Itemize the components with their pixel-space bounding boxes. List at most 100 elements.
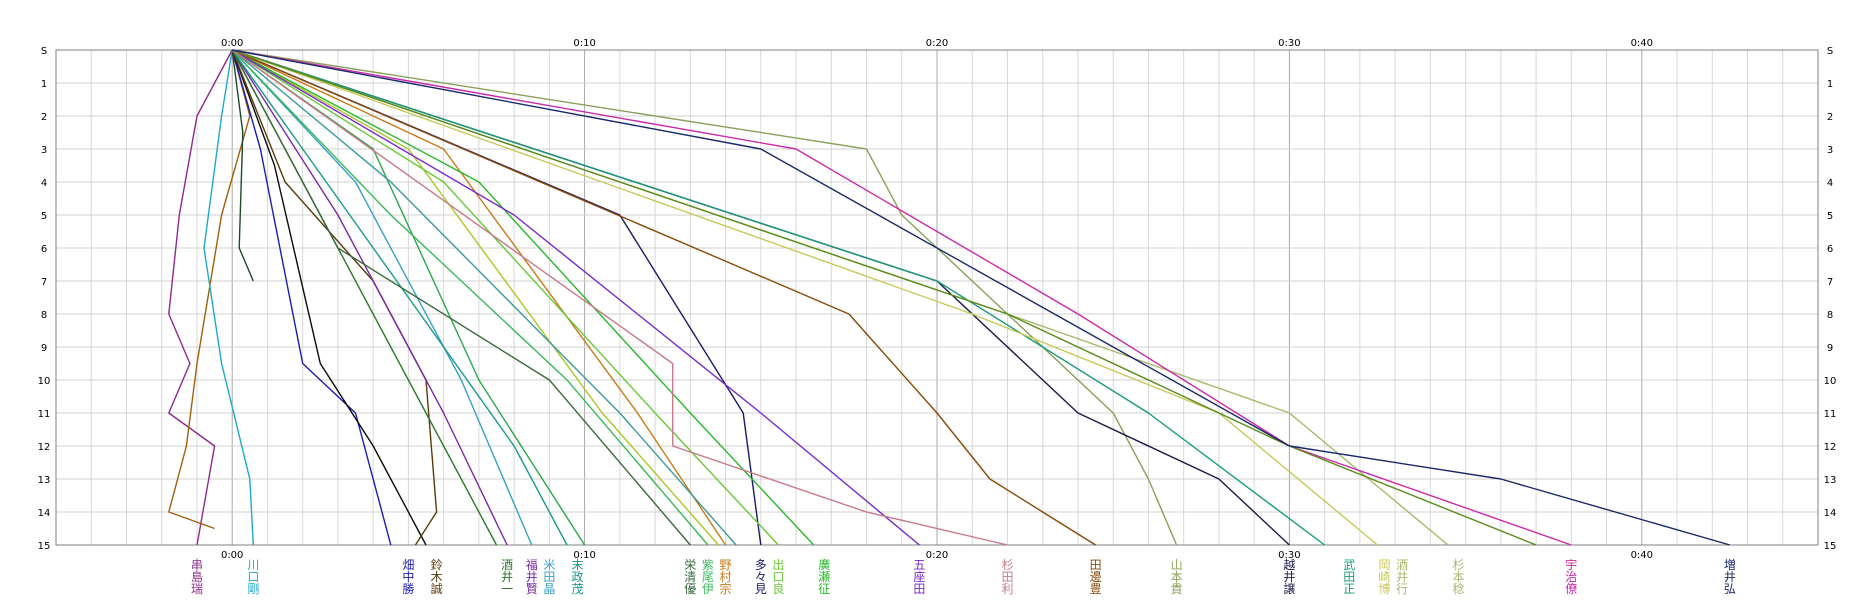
series-line — [168, 49, 233, 546]
y-tick-label-left: 4 — [41, 178, 47, 189]
runner-label: 串島瑞 — [191, 558, 203, 596]
x-tick-label-bottom: 0:10 — [573, 550, 595, 561]
y-tick-label-left: 9 — [41, 343, 47, 354]
runner-label-char: 越 — [1283, 558, 1295, 572]
runner-label-char: 正 — [1343, 582, 1355, 596]
runner-label-char: 博 — [1379, 581, 1391, 596]
series-line — [168, 49, 251, 530]
y-tick-label-right: 15 — [1824, 541, 1837, 552]
runner-label-char: 茂 — [572, 582, 584, 596]
runner-label-char: 畑 — [402, 558, 414, 572]
runner-label: 酒井行 — [1396, 558, 1408, 596]
runner-label-char: 串 — [191, 558, 203, 572]
series-line — [231, 49, 1326, 546]
series-line — [232, 49, 1731, 546]
runner-label-char: 酒 — [501, 558, 513, 572]
runner-label: 出口良 — [772, 558, 784, 596]
series-line — [231, 49, 508, 546]
runner-label-char: 宗 — [720, 581, 732, 596]
runner-label-char: 崎 — [1379, 570, 1391, 584]
y-tick-label-left: 14 — [38, 508, 51, 519]
runner-label: 宇治僚 — [1565, 558, 1577, 596]
y-tick-label-left: 5 — [41, 211, 47, 222]
runner-label-char: 行 — [1396, 582, 1408, 596]
runner-label-char: 木 — [431, 570, 443, 584]
runner-label-char: 貴 — [1171, 582, 1183, 596]
y-tick-label-right: 10 — [1824, 376, 1837, 387]
x-tick-label-top: 0:40 — [1631, 38, 1653, 49]
runner-label: 山本貴 — [1171, 558, 1183, 596]
x-tick-label-bottom: 0:40 — [1631, 550, 1653, 561]
runner-label: 畑中勝 — [402, 558, 414, 596]
x-tick-label-top: 0:00 — [221, 38, 243, 49]
runner-label: 岡崎博 — [1379, 558, 1391, 596]
runner-label: 川口剛 — [247, 558, 259, 596]
runner-label-char: 米 — [543, 558, 555, 572]
runner-label-char: 優 — [684, 582, 696, 596]
runner-label-char: 廣 — [818, 558, 830, 572]
y-tick-label-right: 9 — [1827, 343, 1833, 354]
x-tick-label-bottom: 0:30 — [1278, 550, 1300, 561]
axes: 0:00 0:00 0:10 0:10 0:20 0:20 0:30 0:30 0:40 0:40… — [38, 38, 1837, 561]
series-lines — [168, 49, 1731, 546]
y-tick-label-right: 13 — [1824, 475, 1837, 486]
runner-label-char: 一 — [501, 582, 513, 596]
y-tick-label-right: 14 — [1824, 508, 1837, 519]
y-tick-label-right: 12 — [1824, 442, 1837, 453]
y-tick-label-left: 6 — [41, 244, 47, 255]
runner-label-char: 晶 — [543, 582, 555, 596]
series-line — [231, 49, 762, 546]
series-line — [231, 49, 1096, 546]
runner-label-char: 伊 — [702, 582, 714, 596]
runner-label: 田邊豊 — [1090, 558, 1102, 596]
series-line — [231, 49, 720, 546]
y-tick-label-right: 1 — [1827, 79, 1833, 90]
runner-label-char: 武 — [1343, 558, 1355, 572]
runner-label-char: 良 — [772, 581, 784, 596]
runner-label-char: 田 — [1001, 570, 1013, 584]
runner-label-char: 僚 — [1565, 581, 1577, 596]
runner-label-char: 川 — [247, 558, 259, 572]
series-line — [231, 49, 1378, 546]
series-line — [231, 49, 427, 546]
runner-label: 酒井一 — [501, 558, 513, 596]
y-tick-label-right: 3 — [1827, 145, 1833, 156]
y-tick-label-left: 10 — [38, 376, 51, 387]
y-tick-label-left: 13 — [38, 475, 51, 486]
runner-label-char: 増 — [1724, 558, 1736, 572]
runner-label-char: 勝 — [402, 581, 414, 596]
grid — [55, 50, 1819, 546]
y-tick-label-right: 5 — [1827, 211, 1833, 222]
runner-label-char: 山 — [1171, 558, 1183, 572]
y-tick-label-right: 6 — [1827, 244, 1833, 255]
y-tick-label-right: 4 — [1827, 178, 1833, 189]
runner-label: 杉田利 — [1001, 558, 1013, 596]
runner-label-char: 見 — [755, 582, 767, 596]
runner-label: 越井譲 — [1283, 558, 1295, 596]
y-tick-label-left: 12 — [38, 442, 51, 453]
y-tick-label-left: 2 — [41, 112, 47, 123]
series-line — [231, 49, 568, 546]
x-tick-label-bottom: 0:20 — [926, 550, 948, 561]
runner-label-char: 村 — [720, 570, 732, 584]
runner-label-char: 利 — [1001, 582, 1013, 596]
runner-label-char: 本 — [1171, 570, 1183, 584]
runner-label-char: 井 — [1283, 570, 1295, 584]
runner-label-char: 瀬 — [818, 570, 830, 584]
series-line — [203, 49, 254, 546]
runner-label: 福井賢 — [526, 557, 538, 596]
runner-label-char: 井 — [1396, 570, 1408, 584]
runner-label-char: 鈴 — [431, 557, 443, 572]
series-line — [231, 49, 1537, 546]
runner-label-char: 豊 — [1090, 582, 1102, 596]
runner-label-char: 末 — [572, 558, 584, 572]
y-tick-label-right: 11 — [1824, 409, 1837, 420]
runner-label-char: 田 — [543, 570, 555, 584]
runner-label-char: 田 — [913, 582, 925, 596]
runner-label-char: 酒 — [1396, 558, 1408, 572]
runner-label-char: 田 — [1090, 558, 1102, 572]
runner-label-char: 剛 — [247, 582, 259, 596]
runner-label-char: 井 — [501, 570, 513, 584]
runner-label: 鈴木誠 — [431, 557, 443, 596]
